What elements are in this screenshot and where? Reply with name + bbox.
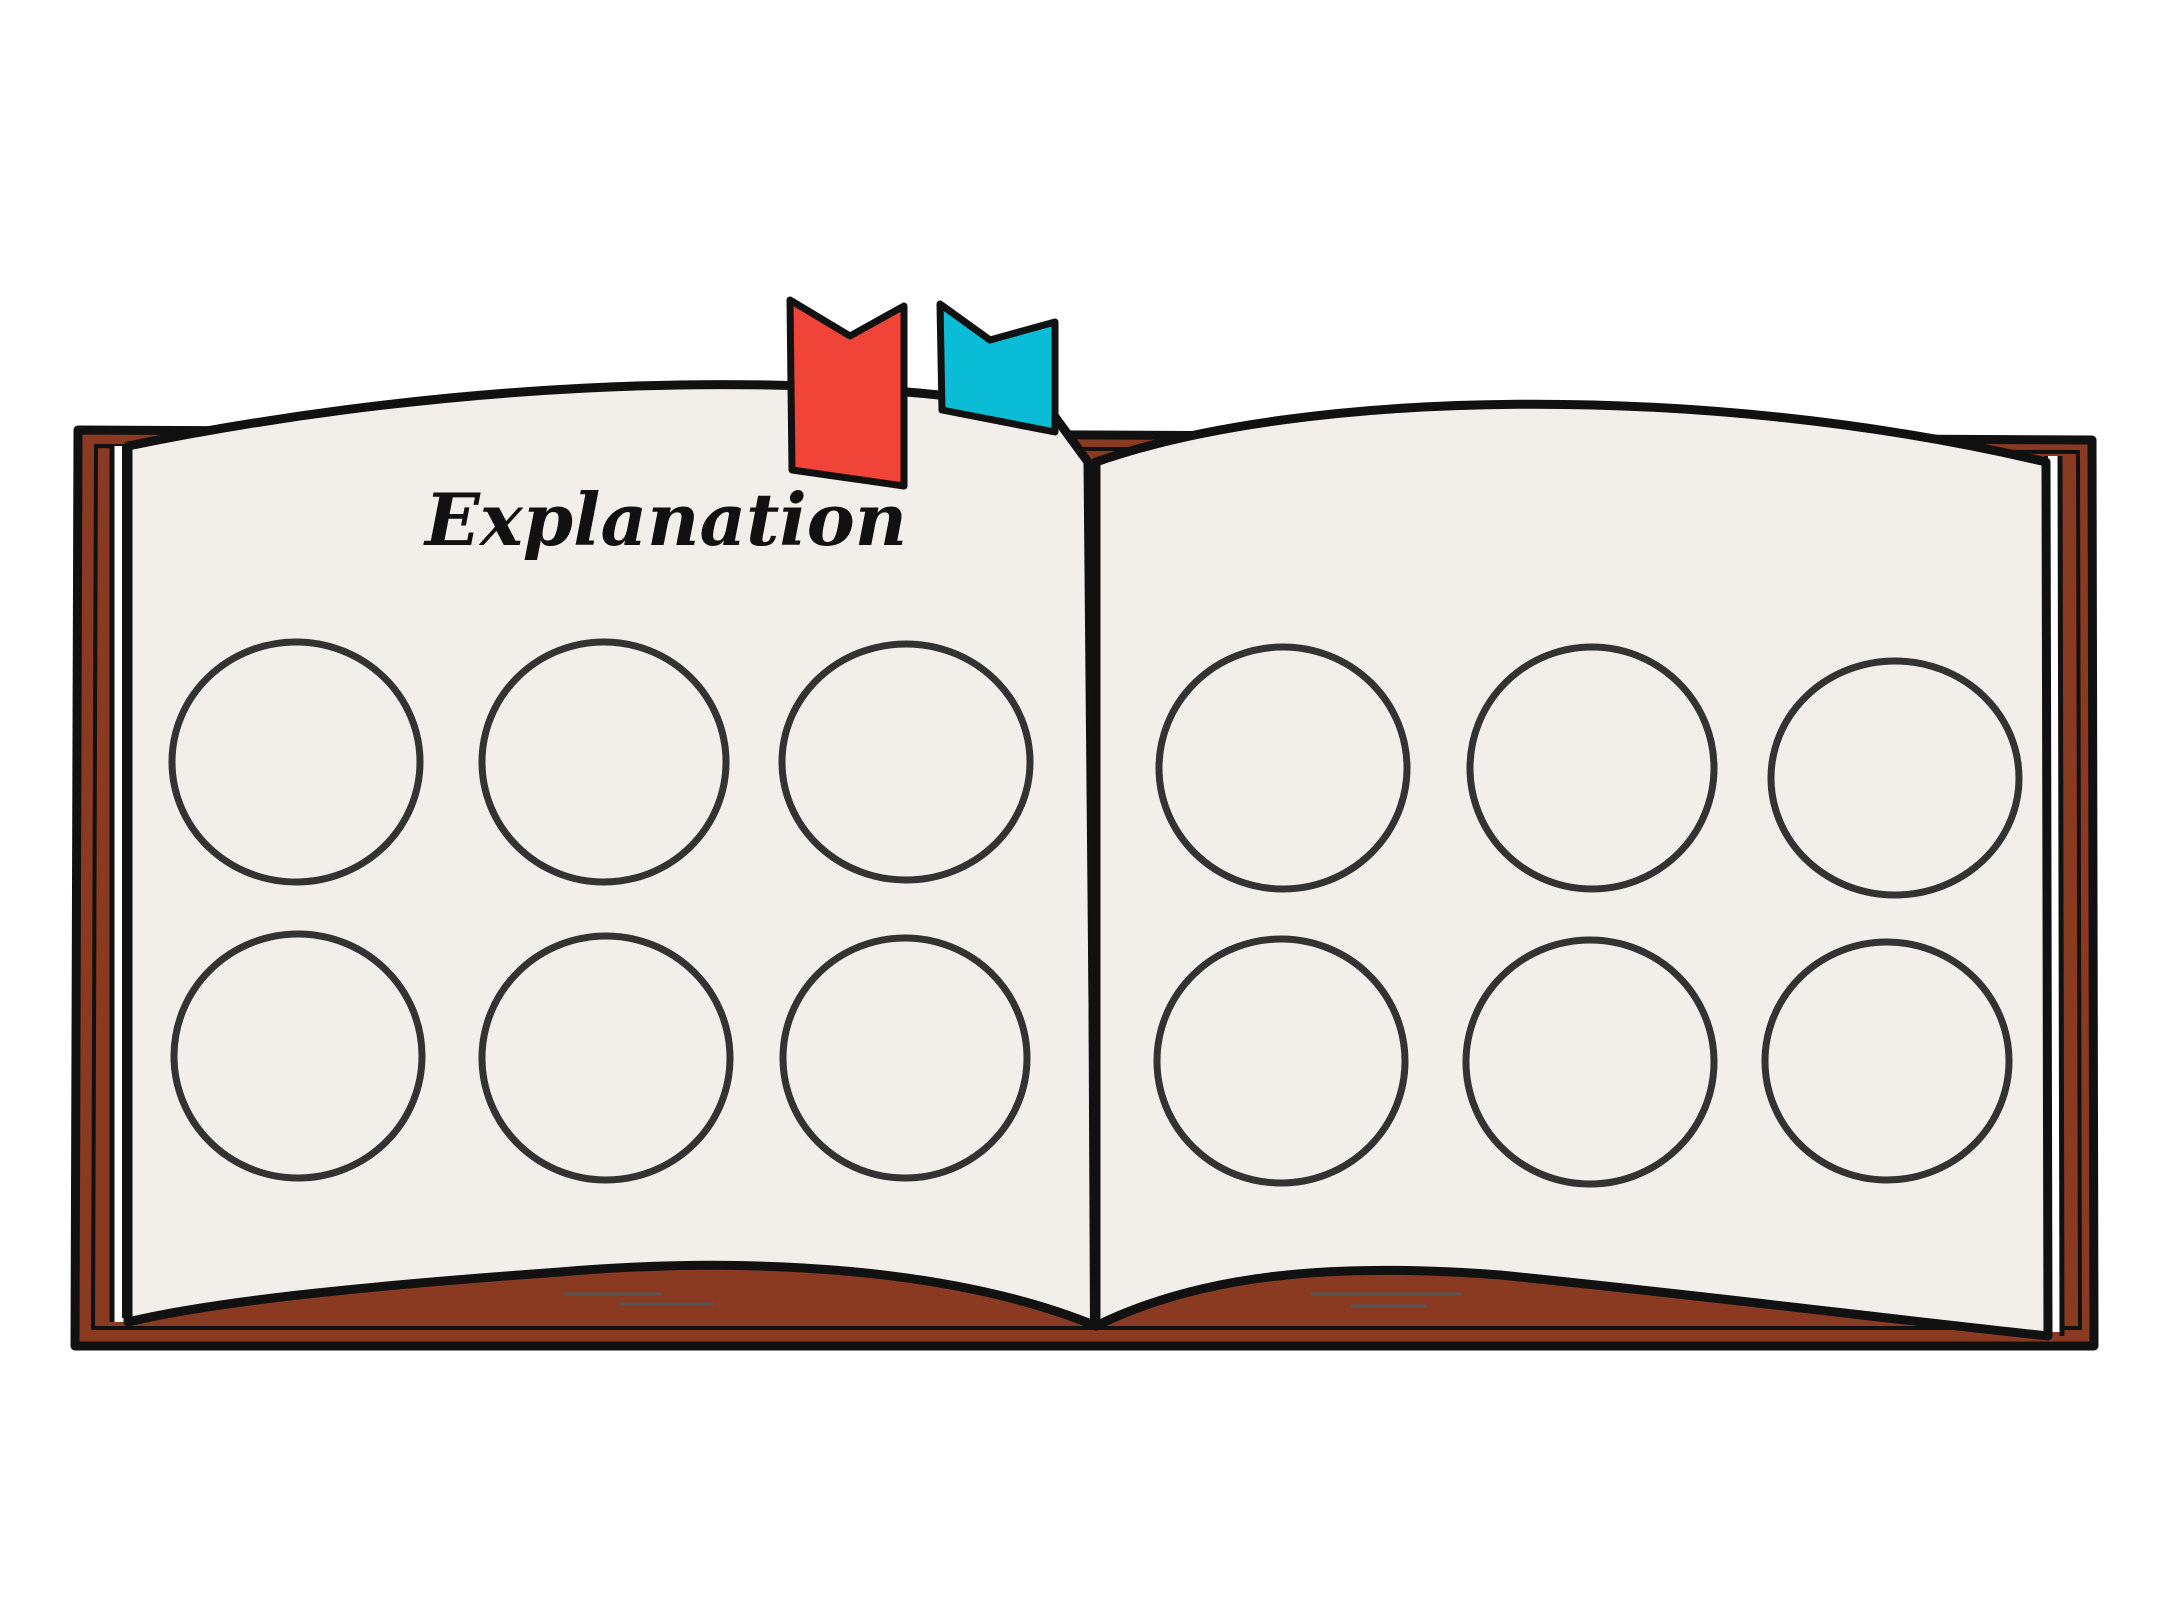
red-bookmark xyxy=(786,296,908,490)
left-page-circles xyxy=(168,638,1034,1184)
left-circle-r1c1 xyxy=(168,638,424,886)
right-page xyxy=(1091,399,2053,1341)
page-text-lines xyxy=(563,1292,1462,1308)
left-circle-r1c3 xyxy=(778,640,1034,884)
left-circle-r1c2 xyxy=(478,638,730,886)
left-circle-r2c3 xyxy=(779,934,1031,1182)
right-circle-r1c2 xyxy=(1466,643,1718,893)
right-circle-r1c1 xyxy=(1155,643,1411,893)
right-circle-r2c2 xyxy=(1462,936,1718,1188)
left-page xyxy=(123,380,1101,1331)
left-circle-r2c2 xyxy=(478,932,734,1184)
left-circle-r2c1 xyxy=(170,930,426,1182)
page-title: Explanation xyxy=(423,477,907,562)
blue-bookmark xyxy=(936,300,1059,436)
book-spine xyxy=(1086,461,1098,1331)
right-page-circles xyxy=(1153,643,2023,1188)
right-circle-r1c3 xyxy=(1767,657,2023,899)
right-circle-r2c3 xyxy=(1761,938,2013,1184)
right-circle-r2c1 xyxy=(1153,935,1409,1187)
page-edges-left xyxy=(109,446,126,1322)
